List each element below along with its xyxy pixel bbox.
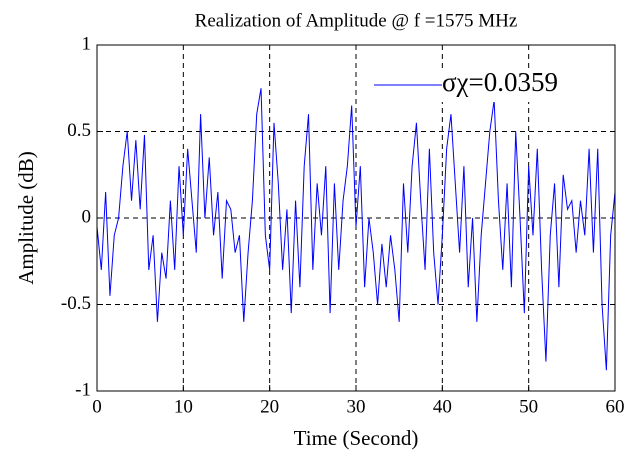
x-axis-label: Time (Second)	[294, 426, 419, 450]
data-line	[96, 88, 616, 371]
y-axis-label: Amplitude (dB)	[14, 151, 38, 285]
y-tick-label: -0.5	[61, 293, 91, 314]
x-tick-label: 30	[347, 396, 366, 417]
x-tick-label: 60	[606, 396, 625, 417]
chart-title: Realization of Amplitude @ f =1575 MHz	[195, 10, 518, 31]
x-tick-label: 50	[519, 396, 538, 417]
y-tick-label: 0	[82, 206, 92, 227]
y-tick-label: 1	[82, 33, 92, 54]
x-tick-label: 20	[260, 396, 279, 417]
legend-label: σχ=0.0359	[442, 67, 558, 97]
plot-frame	[96, 44, 616, 392]
y-tick-label: -1	[75, 379, 91, 400]
x-tick-label: 0	[92, 396, 102, 417]
x-tick-label: 10	[174, 396, 193, 417]
y-tick-label: 0.5	[67, 120, 91, 141]
x-tick-label: 40	[433, 396, 452, 417]
